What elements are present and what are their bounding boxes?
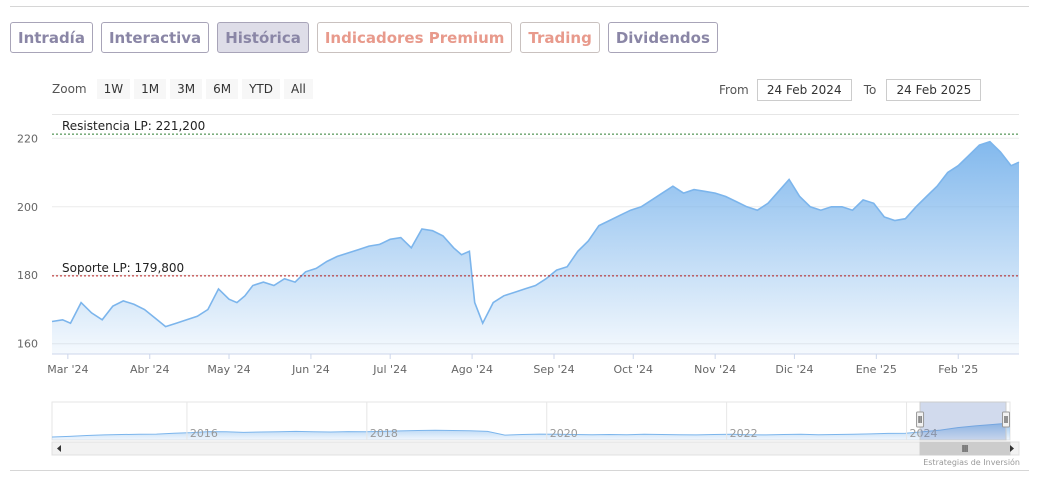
credits: Estrategias de Inversión <box>923 458 1020 467</box>
navigator-year-label: 2022 <box>730 427 758 440</box>
tab-dividendos[interactable]: Dividendos <box>607 22 718 53</box>
x-tick-label: Mar '24 <box>47 363 88 376</box>
scroll-right-icon[interactable] <box>1010 445 1014 452</box>
x-tick-label: Abr '24 <box>130 363 170 376</box>
y-tick-label: 160 <box>17 338 38 351</box>
tab-historica[interactable]: Histórica <box>217 22 309 53</box>
from-date-input[interactable] <box>756 79 852 101</box>
y-tick-label: 200 <box>17 201 38 214</box>
tab-trading[interactable]: Trading <box>520 22 600 53</box>
date-range: From To <box>719 79 982 101</box>
scroll-left-icon[interactable] <box>57 445 61 452</box>
x-tick-label: May '24 <box>207 363 250 376</box>
x-tick-label: Feb '25 <box>938 363 978 376</box>
price-area <box>52 141 1019 354</box>
price-line <box>51 140 1020 328</box>
navigator-area <box>52 423 1010 440</box>
x-tick-label: Jul '24 <box>372 363 407 376</box>
y-axis: 160 180 200 220 <box>17 132 38 350</box>
zoom-selector: Zoom 1W 1M 3M 6M YTD All <box>52 79 313 99</box>
to-date-input[interactable] <box>886 79 982 101</box>
tab-intradia[interactable]: Intradía <box>10 22 93 53</box>
navigator-scrollbar-track[interactable] <box>51 441 1020 456</box>
x-tick-label: Ago '24 <box>451 363 493 376</box>
top-divider <box>10 6 1029 7</box>
x-tick-label: Nov '24 <box>694 363 736 376</box>
navigator-year-label: 2024 <box>910 427 938 440</box>
zoom-3m-button[interactable]: 3M <box>170 79 203 99</box>
y-tick-label: 180 <box>17 269 38 282</box>
navigator-handle[interactable] <box>1002 411 1010 428</box>
from-label: From <box>719 83 749 97</box>
x-tick-label: Jun '24 <box>291 363 330 376</box>
zoom-1m-button[interactable]: 1M <box>134 79 167 99</box>
x-tick-label: Sep '24 <box>533 363 574 376</box>
tab-interactiva[interactable]: Interactiva <box>100 22 210 53</box>
reference-line-label: Soporte LP: 179,800 <box>62 261 184 275</box>
zoom-6m-button[interactable]: 6M <box>206 79 239 99</box>
y-tick-label: 220 <box>17 132 38 145</box>
navigator-year-label: 2018 <box>370 427 398 440</box>
navigator-year-label: 2020 <box>550 427 578 440</box>
navigator-selection <box>919 401 1007 441</box>
navigator-handle[interactable] <box>916 411 925 428</box>
reference-line-label: Resistencia LP: 221,200 <box>62 119 205 133</box>
x-axis: Mar '24 Abr '24 May '24 Jun '24 Jul '24 Ago '… <box>47 353 1019 376</box>
navigator[interactable]: 2016 2018 2020 2022 2024 <box>51 401 1020 456</box>
tab-indicadores-premium[interactable]: Indicadores Premium <box>316 22 513 53</box>
bottom-divider <box>10 470 1029 471</box>
zoom-ytd-button[interactable]: YTD <box>242 79 280 99</box>
navigator-line <box>51 422 1011 438</box>
toolbar-divider <box>52 114 1019 115</box>
navigator-year-label: 2016 <box>190 427 218 440</box>
chart-tabs: Intradía Interactiva Histórica Indicador… <box>10 22 718 53</box>
zoom-1w-button[interactable]: 1W <box>96 79 131 99</box>
zoom-label: Zoom <box>52 82 87 96</box>
x-tick-label: Oct '24 <box>613 363 653 376</box>
x-tick-label: Ene '25 <box>856 363 897 376</box>
x-tick-label: Dic '24 <box>775 363 813 376</box>
zoom-all-button[interactable]: All <box>284 79 313 99</box>
to-label: To <box>863 83 877 97</box>
reference-lines: Resistencia LP: 221,200 Soporte LP: 179,8… <box>52 119 1019 277</box>
